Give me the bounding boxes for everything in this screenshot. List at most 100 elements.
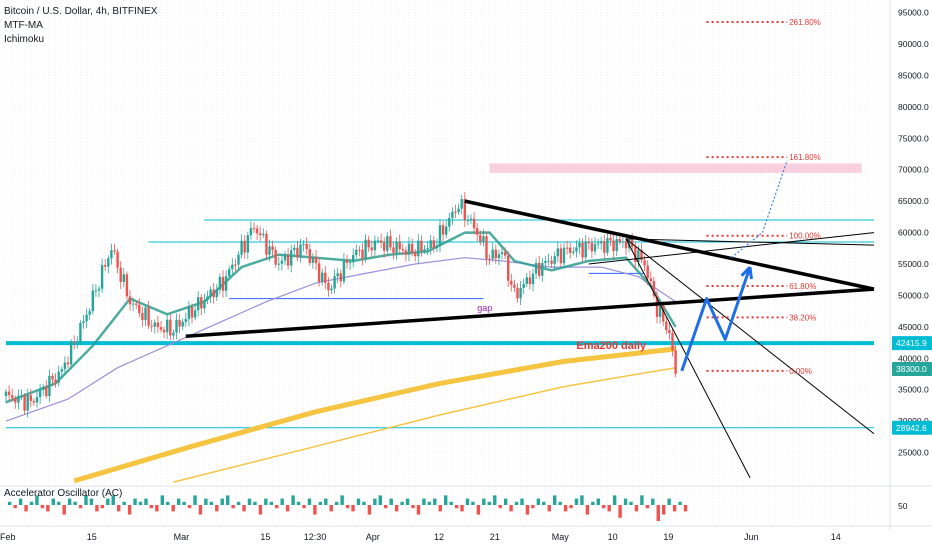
candle-body bbox=[190, 306, 194, 318]
candle-body bbox=[569, 247, 572, 253]
symbol-title[interactable]: Bitcoin / U.S. Dollar, 4h, BITFINEX bbox=[4, 6, 158, 17]
candle-body bbox=[125, 274, 129, 297]
indicator-mtf-ma[interactable]: MTF-MA bbox=[4, 20, 43, 31]
candle-body bbox=[66, 362, 70, 365]
candle-body bbox=[578, 242, 581, 248]
oscillator-bar bbox=[57, 501, 61, 505]
candle-body bbox=[97, 288, 101, 291]
oscillator-bar bbox=[683, 505, 688, 512]
candle-body bbox=[488, 258, 491, 260]
candle-body bbox=[426, 247, 429, 250]
oscillator-bar bbox=[204, 498, 208, 505]
candle-body bbox=[497, 254, 501, 259]
candle-body bbox=[649, 278, 652, 282]
fib-level-label: 61.80% bbox=[789, 282, 816, 291]
oscillator-bar bbox=[569, 505, 573, 509]
candle-body bbox=[296, 247, 299, 258]
candle-body bbox=[305, 243, 308, 250]
candle-body bbox=[364, 239, 367, 259]
oscillator-bar bbox=[476, 505, 481, 515]
candle-body bbox=[286, 255, 290, 266]
fib-level-label: 38.20% bbox=[789, 313, 816, 322]
candle-body bbox=[668, 330, 671, 333]
oscillator-bar bbox=[356, 498, 361, 505]
candle-body bbox=[624, 241, 628, 249]
candle-body bbox=[271, 246, 274, 251]
x-axis-tick-label: Feb bbox=[0, 532, 16, 542]
oscillator-bar bbox=[46, 505, 50, 512]
oscillator-bar bbox=[678, 501, 682, 505]
candle-body bbox=[252, 228, 256, 230]
candle-body bbox=[290, 250, 293, 266]
candle-body bbox=[107, 258, 110, 267]
candle-body bbox=[615, 239, 618, 251]
x-axis-tick-label: 10 bbox=[608, 532, 618, 542]
candle-body bbox=[156, 322, 160, 328]
candle-body bbox=[324, 272, 327, 283]
oscillator-bar bbox=[645, 505, 650, 509]
candle-body bbox=[547, 260, 550, 262]
oscillator-bar bbox=[498, 505, 502, 509]
oscillator-bar bbox=[171, 505, 175, 512]
candle-body bbox=[643, 260, 646, 266]
oscillator-bar bbox=[335, 501, 339, 505]
candle-body bbox=[32, 400, 36, 403]
oscillator-bar bbox=[465, 498, 470, 505]
candle-body bbox=[367, 239, 370, 248]
candle-body bbox=[162, 329, 166, 333]
oscillator-bar bbox=[127, 505, 132, 515]
candle-body bbox=[370, 247, 373, 251]
candle-body bbox=[410, 243, 414, 254]
oscillator-title[interactable]: Accelerator Oscillator (AC) bbox=[4, 488, 123, 499]
candle-body bbox=[559, 248, 563, 264]
indicator-ichimoku[interactable]: Ichimoku bbox=[4, 34, 45, 45]
fib-level-label: 261.80% bbox=[789, 18, 821, 27]
candle-body bbox=[29, 395, 32, 401]
price-tag-label: 42415.9 bbox=[896, 338, 927, 348]
oscillator-bar bbox=[574, 498, 579, 505]
candle-body bbox=[42, 386, 45, 391]
candle-body bbox=[361, 249, 364, 259]
oscillator-bar bbox=[100, 505, 105, 509]
oscillator-bar bbox=[313, 505, 317, 515]
candle-body bbox=[302, 243, 305, 245]
oscillator-bar bbox=[29, 501, 34, 505]
candle-body bbox=[169, 319, 172, 336]
oscillator-bar bbox=[111, 495, 115, 505]
candle-body bbox=[166, 319, 169, 333]
candle-body bbox=[541, 263, 544, 276]
candle-body bbox=[355, 249, 358, 256]
oscillator-bar bbox=[351, 505, 355, 512]
candle-body bbox=[596, 243, 600, 245]
oscillator-bar bbox=[296, 501, 301, 505]
candle-body bbox=[438, 225, 442, 246]
candle-body bbox=[141, 313, 144, 320]
candle-body bbox=[206, 296, 209, 301]
oscillator-bar bbox=[62, 505, 66, 515]
oscillator-bar bbox=[384, 505, 388, 509]
candle-body bbox=[565, 247, 569, 249]
candle-body bbox=[308, 249, 311, 263]
y-axis-tick-label: 70000.0 bbox=[898, 165, 929, 175]
candle-body bbox=[404, 250, 408, 255]
candle-body bbox=[590, 243, 594, 252]
candle-body bbox=[640, 250, 643, 261]
candle-body bbox=[457, 208, 460, 213]
candle-body bbox=[82, 321, 85, 323]
oscillator-bar bbox=[493, 495, 497, 505]
candle-body bbox=[634, 247, 637, 262]
candle-body bbox=[85, 314, 88, 322]
projection-arrow bbox=[680, 266, 752, 372]
candle-body bbox=[451, 211, 454, 218]
y-axis-tick-label: 80000.0 bbox=[898, 102, 929, 112]
candle-body bbox=[293, 247, 296, 251]
oscillator-bar bbox=[231, 505, 235, 509]
x-axis-tick-label: 12 bbox=[434, 532, 444, 542]
oscillator-bar bbox=[460, 505, 464, 512]
x-axis-tick-label: Mar bbox=[174, 532, 190, 542]
candle-body bbox=[172, 332, 175, 336]
fib-level-label: 161.80% bbox=[789, 153, 821, 162]
candle-body bbox=[200, 297, 203, 309]
oscillator-bar bbox=[236, 501, 241, 505]
